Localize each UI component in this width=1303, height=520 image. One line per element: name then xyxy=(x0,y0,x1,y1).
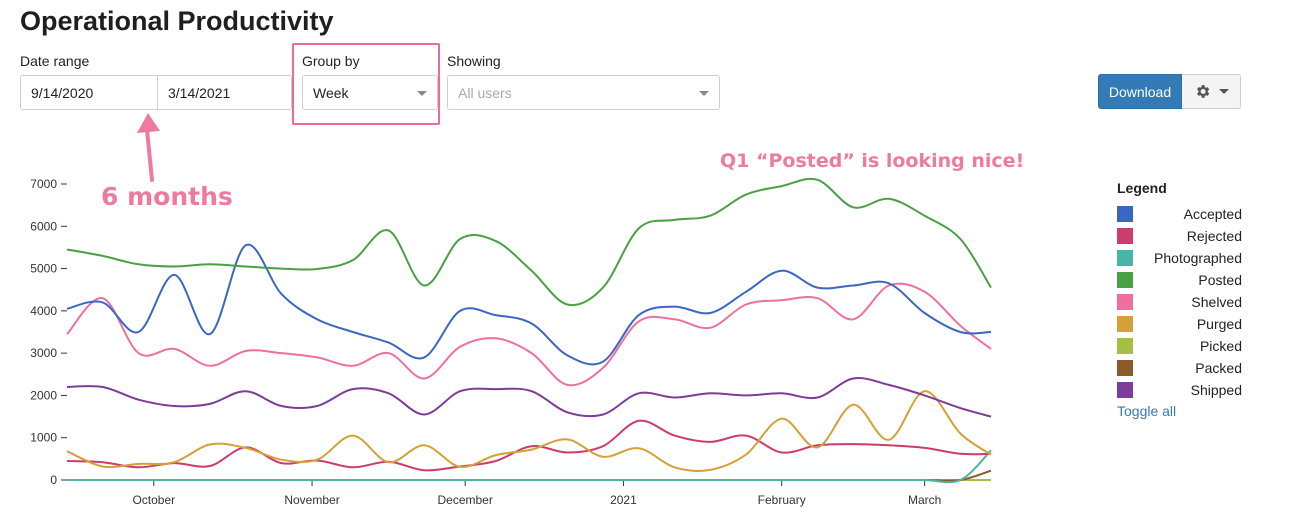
legend-label: Shipped xyxy=(1190,382,1242,398)
y-tick-label: 5000 xyxy=(30,262,57,276)
x-tick-label: October xyxy=(132,493,175,507)
legend-label: Photographed xyxy=(1154,250,1242,266)
series-line-rejected xyxy=(66,419,992,472)
legend-item-posted[interactable]: Posted xyxy=(1117,269,1242,291)
annotation-six-months: 6 months xyxy=(101,182,233,211)
x-tick-label: December xyxy=(438,493,493,507)
toggle-all-link[interactable]: Toggle all xyxy=(1117,403,1177,419)
legend-swatch xyxy=(1117,272,1133,288)
legend-title: Legend xyxy=(1117,180,1167,196)
date-range-label: Date range xyxy=(20,53,90,69)
legend-label: Rejected xyxy=(1186,228,1242,244)
x-tick-label: February xyxy=(758,493,806,507)
y-tick-label: 6000 xyxy=(30,219,57,233)
y-tick-label: 0 xyxy=(50,473,57,487)
y-tick-label: 3000 xyxy=(30,346,57,360)
legend-label: Posted xyxy=(1198,272,1242,288)
x-tick-label: 2021 xyxy=(610,493,637,507)
legend-label: Shelved xyxy=(1191,294,1242,310)
y-tick-label: 4000 xyxy=(30,304,57,318)
legend-item-packed[interactable]: Packed xyxy=(1117,357,1242,379)
download-button[interactable]: Download xyxy=(1098,74,1182,109)
legend-swatch xyxy=(1117,206,1133,222)
series-line-shipped xyxy=(66,377,992,418)
date-range-picker xyxy=(20,75,293,110)
series-line-photographed xyxy=(67,449,992,484)
legend-swatch xyxy=(1117,250,1133,266)
legend-label: Packed xyxy=(1195,360,1242,376)
legend-swatch xyxy=(1117,338,1133,354)
group-by-select[interactable]: Week xyxy=(302,75,438,110)
page-title: Operational Productivity xyxy=(20,6,334,36)
group-by-label: Group by xyxy=(302,53,360,69)
showing-label: Showing xyxy=(447,53,501,69)
annotation-arrow xyxy=(137,113,160,182)
legend-item-picked[interactable]: Picked xyxy=(1117,335,1242,357)
users-select-placeholder: All users xyxy=(458,84,512,101)
legend-swatch xyxy=(1117,316,1133,332)
settings-dropdown-button[interactable] xyxy=(1182,74,1241,109)
chevron-down-icon xyxy=(1218,89,1229,94)
chevron-down-icon xyxy=(417,91,427,96)
legend-label: Purged xyxy=(1196,316,1242,332)
legend-label: Picked xyxy=(1199,338,1242,354)
series-line-purged xyxy=(66,390,992,472)
legend-item-purged[interactable]: Purged xyxy=(1117,313,1242,335)
legend-label: Accepted xyxy=(1183,206,1242,222)
chart-legend: Legend Accepted Rejected Photographed Poste… xyxy=(1117,180,1242,419)
series-line-posted xyxy=(66,177,992,307)
legend-item-shipped[interactable]: Shipped xyxy=(1117,379,1242,401)
x-tick-label: March xyxy=(908,493,941,507)
legend-item-shelved[interactable]: Shelved xyxy=(1117,291,1242,313)
y-tick-label: 1000 xyxy=(30,431,57,445)
end-date-input[interactable] xyxy=(157,76,293,109)
users-select[interactable]: All users xyxy=(447,75,720,110)
series-line-shelved xyxy=(66,282,992,387)
legend-swatch xyxy=(1117,382,1133,398)
legend-item-photographed[interactable]: Photographed xyxy=(1117,247,1242,269)
chevron-down-icon xyxy=(699,91,709,96)
start-date-input[interactable] xyxy=(21,76,157,109)
legend-item-rejected[interactable]: Rejected xyxy=(1117,225,1242,247)
legend-swatch xyxy=(1117,228,1133,244)
group-by-value: Week xyxy=(313,84,349,101)
series-line-accepted xyxy=(66,243,992,366)
annotation-posted: Q1 “Posted” is looking nice! xyxy=(720,150,1025,172)
legend-swatch xyxy=(1117,294,1133,310)
legend-swatch xyxy=(1117,360,1133,376)
gear-icon xyxy=(1196,85,1209,98)
x-tick-label: November xyxy=(284,493,339,507)
group-by-highlight-box xyxy=(292,43,440,125)
y-tick-label: 7000 xyxy=(30,177,57,191)
legend-item-accepted[interactable]: Accepted xyxy=(1117,203,1242,225)
y-tick-label: 2000 xyxy=(30,388,57,402)
